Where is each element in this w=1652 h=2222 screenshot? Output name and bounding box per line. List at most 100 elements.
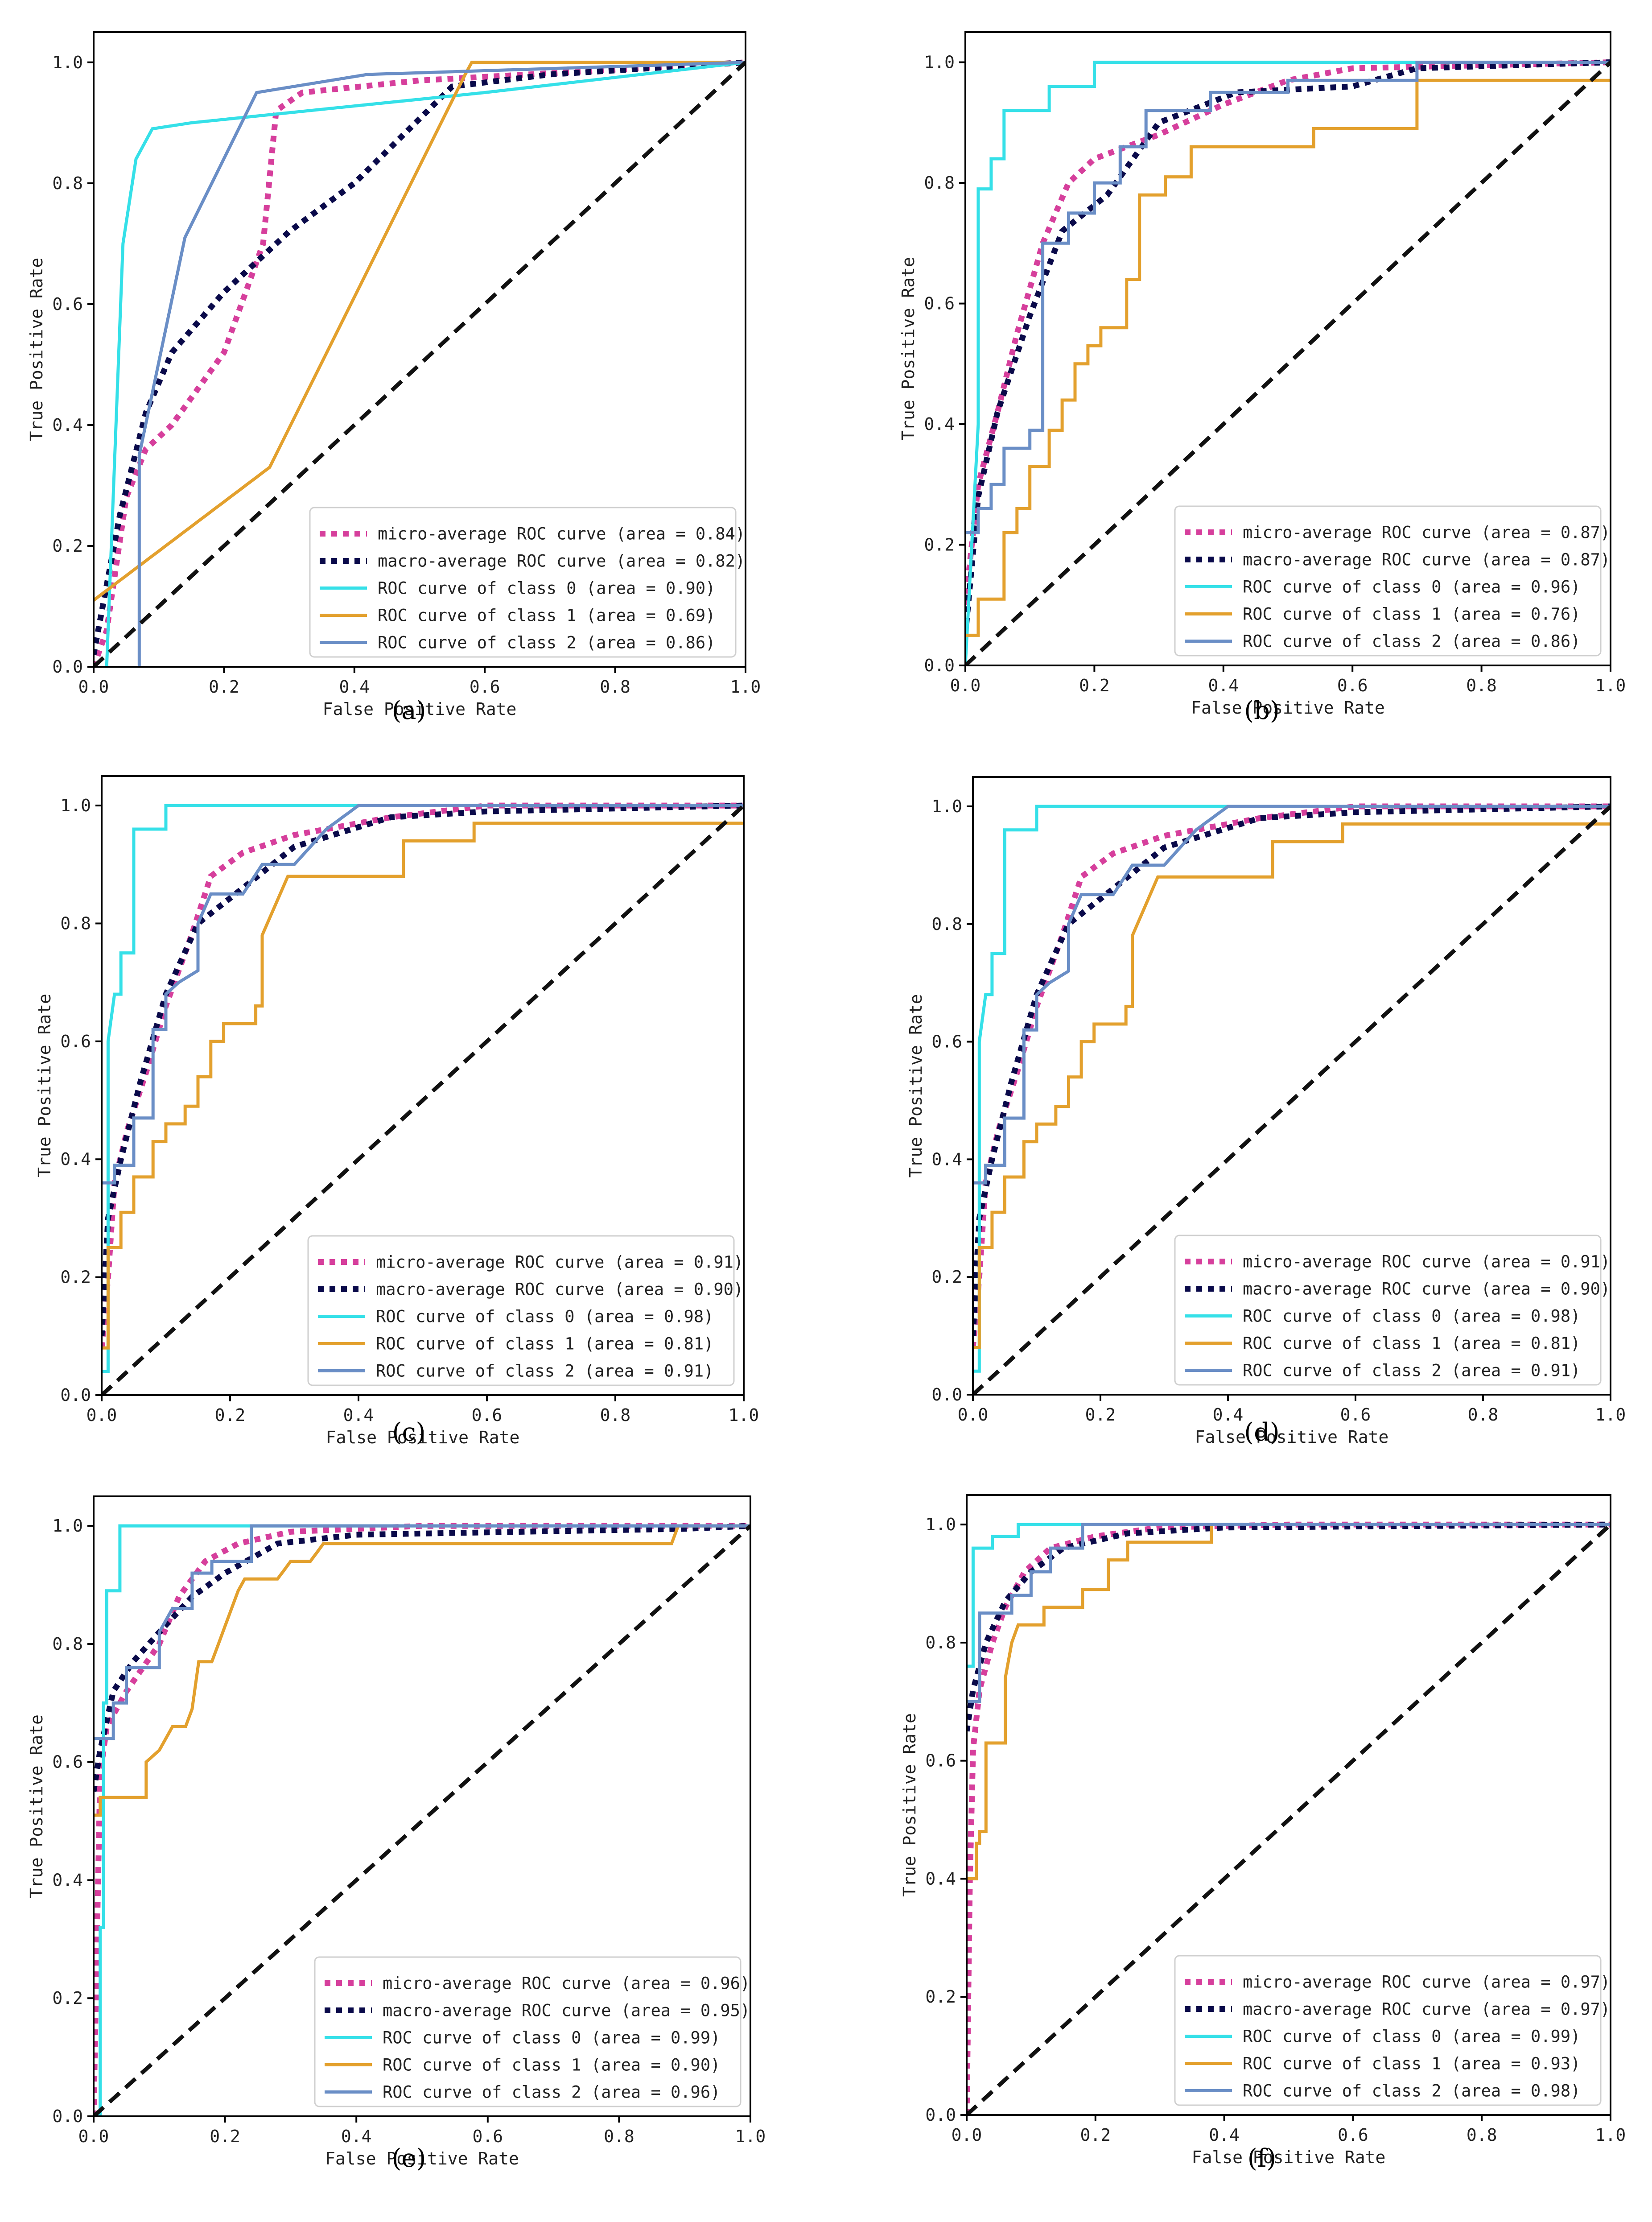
- x-tick-label: 1.0: [729, 1405, 759, 1425]
- roc-series-line-4: [94, 1524, 750, 1740]
- x-axis-label: False Positive Rate: [1195, 1427, 1389, 1447]
- y-tick-label: 0.4: [931, 1149, 962, 1169]
- roc-series-line-3: [94, 61, 746, 602]
- y-axis-label: True Positive Rate: [898, 257, 918, 441]
- y-tick-label: 0.0: [931, 1385, 962, 1404]
- x-axis-label: False Positive Rate: [1192, 2148, 1386, 2167]
- y-axis-label: True Positive Rate: [906, 994, 926, 1178]
- roc-series-line-4: [137, 61, 746, 667]
- chance-diagonal-line: [967, 1523, 1611, 2115]
- panel-label: (d): [1244, 1418, 1280, 1447]
- roc-series-line-1: [965, 59, 1611, 636]
- legend-entry: micro-average ROC curve (area = 0.84): [378, 525, 745, 544]
- chart-panel-c: 0.0 0.2 0.4 0.6 0.8 1.0 0.0 0.2 0.4 0.6 0.8 1.0 Fals…: [35, 775, 759, 1447]
- legend-entry: micro-average ROC curve (area = 0.97): [1243, 1973, 1610, 1992]
- roc-series-line-2: [102, 804, 744, 1373]
- x-tick-label: 0.2: [210, 2127, 240, 2146]
- x-tick-label: 1.0: [1595, 2125, 1626, 2145]
- roc-series-line-3: [965, 78, 1611, 637]
- x-tick-label: 0.4: [1209, 2125, 1240, 2145]
- legend-box: [1174, 1235, 1602, 1386]
- y-tick-label: 0.8: [52, 173, 83, 193]
- legend-entry: ROC curve of class 2 (area = 0.91): [376, 1362, 713, 1381]
- x-tick-label: 0.2: [1085, 1405, 1116, 1425]
- y-tick-label: 0.6: [60, 1032, 91, 1051]
- axes-frame: [101, 775, 745, 1396]
- x-tick-label: 0.0: [78, 2127, 109, 2146]
- legend-entry: ROC curve of class 1 (area = 0.81): [1243, 1334, 1580, 1353]
- legend-entry: ROC curve of class 1 (area = 0.81): [376, 1334, 713, 1354]
- y-tick-label: 0.6: [931, 1032, 962, 1052]
- roc-series-line-4: [973, 805, 1611, 1185]
- x-tick-label: 0.0: [78, 677, 109, 697]
- y-tick-label: 0.2: [52, 536, 83, 556]
- panel-label: (e): [392, 2144, 426, 2173]
- legend-entry: macro-average ROC curve (area = 0.82): [378, 552, 745, 571]
- x-tick-label: 0.8: [1466, 676, 1497, 695]
- legend-entry: micro-average ROC curve (area = 0.91): [1243, 1252, 1610, 1272]
- chance-diagonal-line: [94, 61, 746, 667]
- x-tick-label: 0.8: [1468, 1405, 1499, 1425]
- x-tick-label: 0.2: [1080, 2125, 1111, 2145]
- x-tick-label: 0.6: [1340, 1405, 1371, 1425]
- x-tick-label: 0.6: [472, 2127, 503, 2146]
- roc-series-line-2: [965, 61, 1611, 665]
- axes-frame: [93, 1495, 751, 2117]
- x-tick-label: 0.8: [600, 1405, 631, 1425]
- legend-entry: ROC curve of class 2 (area = 0.96): [383, 2083, 720, 2102]
- x-tick-label: 0.2: [1079, 676, 1110, 695]
- y-tick-label: 0.4: [924, 414, 955, 434]
- y-axis-label: True Positive Rate: [27, 258, 46, 442]
- y-axis-label: True Positive Rate: [27, 1714, 46, 1898]
- roc-series-line-4: [965, 61, 1611, 534]
- y-tick-label: 1.0: [52, 1516, 83, 1536]
- roc-series-line-2: [105, 61, 746, 667]
- roc-series-line-1: [94, 1523, 750, 1792]
- chance-diagonal-line: [973, 805, 1611, 1395]
- legend-entry: ROC curve of class 2 (area = 0.91): [1243, 1361, 1580, 1380]
- y-tick-label: 0.0: [925, 2105, 956, 2125]
- x-tick-label: 0.0: [958, 1405, 989, 1425]
- y-tick-label: 0.8: [925, 1633, 956, 1652]
- roc-series-line-4: [967, 1523, 1611, 1703]
- y-tick-label: 0.4: [52, 1870, 83, 1890]
- legend-entry: micro-average ROC curve (area = 0.87): [1243, 523, 1610, 542]
- x-tick-label: 0.4: [343, 1405, 374, 1425]
- axes-frame: [966, 1494, 1611, 2116]
- x-tick-label: 1.0: [735, 2127, 766, 2146]
- legend-entry: ROC curve of class 0 (area = 0.90): [378, 579, 715, 598]
- chance-diagonal-line: [102, 804, 744, 1395]
- chart-panel-f: 0.0 0.2 0.4 0.6 0.8 1.0 0.0 0.2 0.4 0.6 0.8 1.0 Fals…: [900, 1494, 1626, 2173]
- x-tick-label: 0.6: [1338, 2125, 1368, 2145]
- x-axis-label: False Positive Rate: [326, 1428, 520, 1447]
- y-tick-label: 0.2: [931, 1267, 962, 1287]
- x-tick-label: 0.8: [600, 677, 630, 697]
- y-tick-label: 0.6: [52, 294, 83, 314]
- roc-series-line-0: [965, 59, 1611, 606]
- x-tick-label: 0.6: [1337, 676, 1368, 695]
- legend-box: [1174, 505, 1602, 657]
- panel-label: (c): [392, 1418, 425, 1447]
- legend-entry: macro-average ROC curve (area = 0.95): [383, 2001, 750, 2020]
- chance-diagonal-line: [94, 1524, 750, 2116]
- roc-series-line-0: [967, 1521, 1611, 2115]
- y-tick-label: 0.0: [52, 2106, 83, 2126]
- y-tick-label: 0.0: [924, 656, 955, 675]
- roc-series-line-3: [102, 822, 744, 1350]
- y-tick-label: 0.8: [52, 1634, 83, 1654]
- x-tick-label: 0.4: [341, 2127, 372, 2146]
- roc-series-line-1: [967, 1521, 1611, 1732]
- y-tick-label: 0.0: [52, 657, 83, 677]
- legend-entry: ROC curve of class 0 (area = 0.98): [376, 1307, 713, 1326]
- x-axis-label: False Positive Rate: [323, 699, 517, 719]
- roc-series-line-3: [967, 1523, 1611, 1880]
- y-tick-label: 0.6: [925, 1751, 956, 1771]
- axes-frame: [93, 31, 746, 668]
- y-tick-label: 0.8: [931, 914, 962, 934]
- y-axis-label: True Positive Rate: [35, 994, 54, 1177]
- legend-box: [314, 1956, 742, 2107]
- x-tick-label: 1.0: [730, 677, 761, 697]
- x-tick-label: 0.6: [472, 1405, 503, 1425]
- panel-label: (a): [391, 696, 426, 725]
